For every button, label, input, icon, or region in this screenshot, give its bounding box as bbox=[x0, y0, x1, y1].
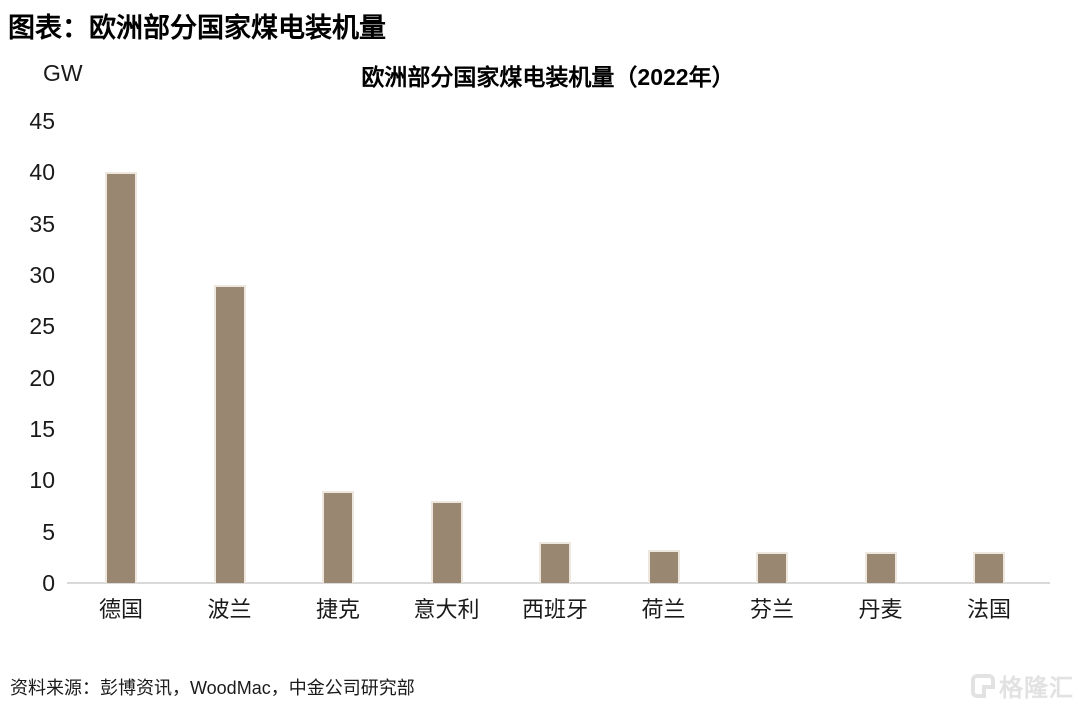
source-note: 资料来源：彭博资讯，WoodMac，中金公司研究部 bbox=[10, 678, 415, 698]
x-axis-label: 捷克 bbox=[315, 597, 360, 622]
x-axis-label: 荷兰 bbox=[641, 597, 686, 622]
y-tick-label: 20 bbox=[29, 364, 55, 391]
x-axis-line bbox=[67, 582, 1050, 584]
y-tick-label: 40 bbox=[29, 159, 55, 186]
bar-捷克 bbox=[322, 490, 354, 583]
gelonghui-logo-icon bbox=[971, 673, 995, 698]
x-axis-label: 芬兰 bbox=[749, 597, 794, 622]
y-tick-label: 25 bbox=[29, 313, 55, 340]
figure-title: 图表：欧洲部分国家煤电装机量 bbox=[8, 13, 386, 43]
y-tick-label: 0 bbox=[42, 570, 55, 596]
y-tick-label: 35 bbox=[29, 210, 55, 237]
bar-德国 bbox=[105, 172, 137, 583]
x-axis-label: 德国 bbox=[98, 597, 143, 622]
bar-荷兰 bbox=[647, 550, 680, 583]
chart-title: 欧洲部分国家煤电装机量（2022年） bbox=[361, 64, 735, 90]
bar-意大利 bbox=[430, 500, 463, 583]
bar-法国 bbox=[973, 552, 1005, 583]
y-tick-label: 45 bbox=[29, 108, 55, 134]
watermark-text: 格隆汇 bbox=[999, 675, 1074, 702]
y-tick-label: 15 bbox=[29, 416, 55, 442]
watermark: 格隆汇 bbox=[971, 668, 1074, 703]
x-axis-label: 西班牙 bbox=[521, 597, 588, 622]
bar-波兰 bbox=[213, 285, 246, 583]
y-tick-label: 5 bbox=[42, 518, 55, 545]
x-axis-label: 意大利 bbox=[413, 597, 480, 622]
bar-芬兰 bbox=[756, 552, 788, 583]
x-axis-label: 丹麦 bbox=[858, 597, 903, 622]
y-tick-label: 30 bbox=[29, 262, 55, 288]
bar-丹麦 bbox=[864, 552, 897, 583]
x-axis-label: 法国 bbox=[966, 597, 1011, 622]
y-axis-unit-label: GW bbox=[43, 60, 83, 86]
bar-西班牙 bbox=[539, 541, 571, 583]
x-axis-label: 波兰 bbox=[207, 597, 252, 622]
y-tick-label: 10 bbox=[29, 467, 55, 494]
